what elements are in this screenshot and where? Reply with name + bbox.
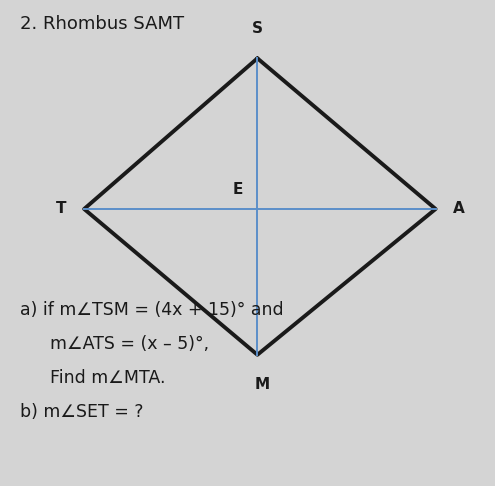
Text: T: T	[56, 202, 67, 216]
Text: 2. Rhombus SAMT: 2. Rhombus SAMT	[20, 15, 184, 33]
Text: S: S	[252, 21, 263, 36]
Text: Find m∠MTA.: Find m∠MTA.	[50, 369, 165, 387]
Text: M: M	[255, 377, 270, 392]
Text: E: E	[232, 182, 243, 197]
Text: a) if m∠TSM = (4x + 15)° and: a) if m∠TSM = (4x + 15)° and	[20, 301, 284, 319]
Text: m∠ATS = (x – 5)°,: m∠ATS = (x – 5)°,	[50, 335, 208, 353]
Text: A: A	[453, 202, 465, 216]
Text: b) m∠SET = ?: b) m∠SET = ?	[20, 403, 143, 421]
